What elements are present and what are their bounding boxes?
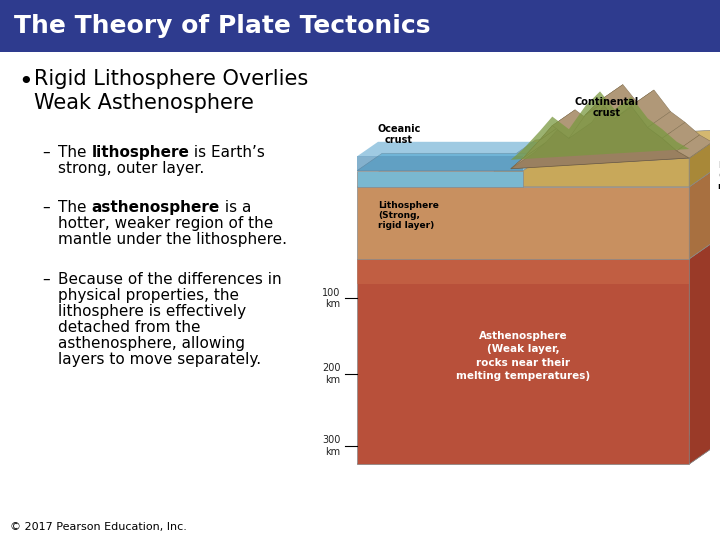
Text: Asthenosphere
(Weak layer,
rocks near their
melting temperatures): Asthenosphere (Weak layer, rocks near th… — [456, 331, 590, 381]
Text: The Theory of Plate Tectonics: The Theory of Plate Tectonics — [14, 14, 431, 38]
Polygon shape — [600, 85, 637, 118]
Polygon shape — [689, 158, 720, 259]
Text: Rigid Lithosphere Overlies
Weak Asthenosphere: Rigid Lithosphere Overlies Weak Asthenos… — [34, 69, 308, 113]
Text: lithosphere: lithosphere — [91, 145, 189, 160]
Text: –: – — [42, 145, 50, 160]
Text: mantle under the lithosphere.: mantle under the lithosphere. — [58, 232, 287, 247]
Text: 100
km: 100 km — [323, 288, 341, 309]
Text: 200
km: 200 km — [322, 363, 341, 385]
Text: Lithosphere
(Strong,
rigid layer): Lithosphere (Strong, rigid layer) — [378, 201, 439, 231]
Polygon shape — [357, 156, 523, 171]
Text: is Earth’s: is Earth’s — [189, 145, 265, 160]
Polygon shape — [494, 129, 720, 169]
Polygon shape — [523, 124, 562, 158]
Polygon shape — [510, 100, 689, 169]
Bar — [0, 0, 720, 52]
Text: Continental
crust: Continental crust — [574, 97, 639, 118]
Text: asthenosphere, allowing: asthenosphere, allowing — [58, 336, 245, 351]
Text: Oceanic
crust: Oceanic crust — [377, 124, 420, 145]
Polygon shape — [510, 142, 546, 169]
Polygon shape — [648, 112, 685, 138]
Polygon shape — [357, 158, 720, 187]
Polygon shape — [357, 142, 544, 156]
Polygon shape — [662, 123, 700, 151]
Polygon shape — [357, 259, 689, 464]
Polygon shape — [552, 110, 592, 138]
Polygon shape — [510, 91, 689, 160]
Polygon shape — [689, 129, 720, 187]
Polygon shape — [540, 110, 575, 140]
Text: lithosphere is effectively: lithosphere is effectively — [58, 304, 246, 319]
Polygon shape — [357, 171, 523, 187]
Polygon shape — [357, 187, 689, 259]
Text: hotter, weaker region of the: hotter, weaker region of the — [58, 216, 274, 231]
Polygon shape — [615, 90, 654, 118]
Text: Lithosphere
(Strong,
rigid layer): Lithosphere (Strong, rigid layer) — [719, 161, 720, 191]
Polygon shape — [494, 158, 689, 187]
Text: layers to move separately.: layers to move separately. — [58, 352, 261, 367]
Polygon shape — [357, 153, 548, 171]
Text: The: The — [58, 200, 91, 215]
Text: The: The — [58, 145, 91, 160]
Text: © 2017 Pearson Education, Inc.: © 2017 Pearson Education, Inc. — [10, 522, 187, 532]
Text: 300
km: 300 km — [323, 435, 341, 457]
Text: –: – — [42, 200, 50, 215]
Text: detached from the: detached from the — [58, 320, 200, 335]
Polygon shape — [357, 259, 689, 284]
Polygon shape — [689, 230, 720, 464]
Text: –: – — [42, 272, 50, 287]
Polygon shape — [677, 135, 712, 158]
Polygon shape — [631, 90, 670, 127]
Text: Because of the differences in: Because of the differences in — [58, 272, 282, 287]
Polygon shape — [585, 85, 623, 115]
Text: asthenosphere: asthenosphere — [91, 200, 220, 215]
Text: is a: is a — [220, 200, 251, 215]
Polygon shape — [357, 435, 720, 464]
Text: •: • — [18, 70, 32, 94]
Text: physical properties, the: physical properties, the — [58, 288, 239, 303]
Text: strong, outer layer.: strong, outer layer. — [58, 161, 204, 176]
Polygon shape — [569, 99, 608, 138]
